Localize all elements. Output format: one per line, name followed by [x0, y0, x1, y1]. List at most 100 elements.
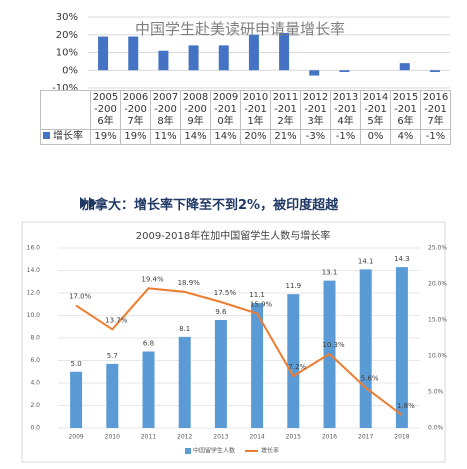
- bar: [188, 45, 199, 71]
- y-tick-label: 6.0: [30, 357, 40, 364]
- bar-label: 5.0: [71, 360, 82, 368]
- x-tick-label: 2016: [322, 434, 337, 441]
- bar: [218, 45, 229, 71]
- x-tick-label: 2013: [213, 434, 228, 441]
- y-tick-label: 8.0: [30, 335, 40, 342]
- bar: [359, 269, 372, 428]
- category-label: 2007-2008年: [150, 90, 181, 130]
- bar: [106, 363, 119, 428]
- category-label: 2005-2006年: [90, 90, 121, 130]
- bar: [309, 70, 320, 76]
- bar-label: 14.3: [394, 255, 410, 263]
- value-label: -1%: [330, 129, 361, 145]
- y-tick-label: 4.0: [30, 380, 40, 387]
- line-label: 10.3%: [322, 341, 345, 349]
- value-label: -1%: [420, 129, 451, 145]
- category-label: 2012-2013年: [300, 90, 331, 130]
- legend-swatch: [185, 448, 191, 454]
- y-tick-label: 2.0: [30, 402, 40, 409]
- value-label: 19%: [120, 129, 151, 145]
- category-label: 2013-2014年: [330, 90, 361, 130]
- y2-tick-label: 25.0%: [428, 245, 447, 252]
- arrow-icon: [80, 197, 97, 209]
- legend-cell: 增长率: [40, 129, 91, 145]
- y2-tick-label: 5.0%: [428, 389, 444, 396]
- corner: [40, 90, 91, 130]
- bar: [429, 70, 440, 73]
- bar-label: 5.7: [107, 352, 118, 360]
- bar: [287, 294, 300, 428]
- y-tick-label: 0.0: [30, 425, 40, 432]
- bar: [128, 36, 139, 71]
- bar: [98, 36, 109, 71]
- x-tick-label: 2010: [105, 434, 120, 441]
- category-label: 2008-2009年: [180, 90, 211, 130]
- legend-label: 增长率: [261, 447, 279, 455]
- category-label: 2016-2017年: [420, 90, 451, 130]
- legend-swatch: [43, 132, 50, 139]
- bar: [395, 267, 408, 428]
- line-label: 5.6%: [361, 375, 379, 383]
- bar: [142, 351, 155, 428]
- x-tick-label: 2015: [286, 434, 301, 441]
- y-tick-label: 30%: [56, 12, 78, 23]
- bar: [248, 34, 259, 71]
- y-tick-label: 0%: [62, 65, 78, 76]
- bar: [158, 50, 169, 71]
- y2-tick-label: 0.0%: [428, 425, 444, 432]
- chart-title: 2009-2018年在加中国留学生人数与增长率: [136, 229, 331, 242]
- bar-label: 8.1: [179, 325, 190, 333]
- value-label: 20%: [240, 129, 271, 145]
- line-label: 17.5%: [214, 289, 237, 297]
- bar: [251, 303, 264, 428]
- x-tick-label: 2018: [394, 434, 409, 441]
- legend-label: 增长率: [53, 131, 83, 142]
- value-label: 11%: [150, 129, 181, 145]
- y-tick-label: 10.0: [27, 312, 41, 319]
- y2-tick-label: 20.0%: [428, 281, 447, 288]
- line-label: 15.9%: [250, 301, 273, 309]
- y-tick-label: 16.0: [27, 245, 41, 252]
- bar: [214, 320, 227, 428]
- line: [75, 287, 403, 416]
- value-label: 21%: [270, 129, 301, 145]
- category-label: 2011-2012年: [270, 90, 301, 130]
- x-tick-label: 2011: [141, 434, 156, 441]
- bar-label: 6.8: [143, 340, 154, 348]
- chart-frame: [21, 221, 446, 463]
- bar: [178, 336, 191, 428]
- x-tick-label: 2017: [358, 434, 373, 441]
- value-row: 增长率 19% 19% 11% 14% 14% 20% 21% -3% -1% 0% 4% -1%: [40, 129, 451, 145]
- y-tick-label: 12.0: [27, 290, 41, 297]
- line-label: 1.8%: [397, 402, 415, 410]
- category-label: 2015-2016年: [390, 90, 421, 130]
- line-label: 13.7%: [105, 316, 128, 324]
- x-tick-label: 2012: [177, 434, 192, 441]
- category-label: 2014-2015年: [360, 90, 391, 130]
- chart-title: 中国学生赴美读研申请量增长率: [135, 20, 345, 38]
- heading: 加拿大：增长率下降至不到2%，被印度超越: [82, 198, 339, 213]
- y2-tick-label: 15.0%: [428, 317, 447, 324]
- y2-tick-label: 10.0%: [428, 353, 447, 360]
- value-label: 14%: [210, 129, 241, 145]
- category-label: 2006-2007年: [120, 90, 151, 130]
- value-label: 4%: [390, 129, 421, 145]
- y-tick-label: -10%: [52, 83, 78, 94]
- line-label: 7.2%: [288, 363, 306, 371]
- x-tick-label: 2009: [68, 434, 83, 441]
- line-label: 19.4%: [141, 275, 164, 283]
- line-label: 18.9%: [178, 279, 201, 287]
- legend-label: 中国留学生人数: [193, 447, 235, 455]
- y-tick-label: 20%: [56, 30, 78, 41]
- value-label: 14%: [180, 129, 211, 145]
- bar-label: 11.1: [249, 291, 265, 299]
- x-tick-label: 2014: [249, 434, 264, 441]
- y-tick-label: 14.0: [27, 267, 41, 274]
- bar-label: 11.9: [286, 282, 302, 290]
- bar: [339, 70, 350, 73]
- line-label: 17.0%: [69, 293, 92, 301]
- bar-label: 13.1: [322, 269, 338, 277]
- bar-label: 14.1: [358, 257, 374, 265]
